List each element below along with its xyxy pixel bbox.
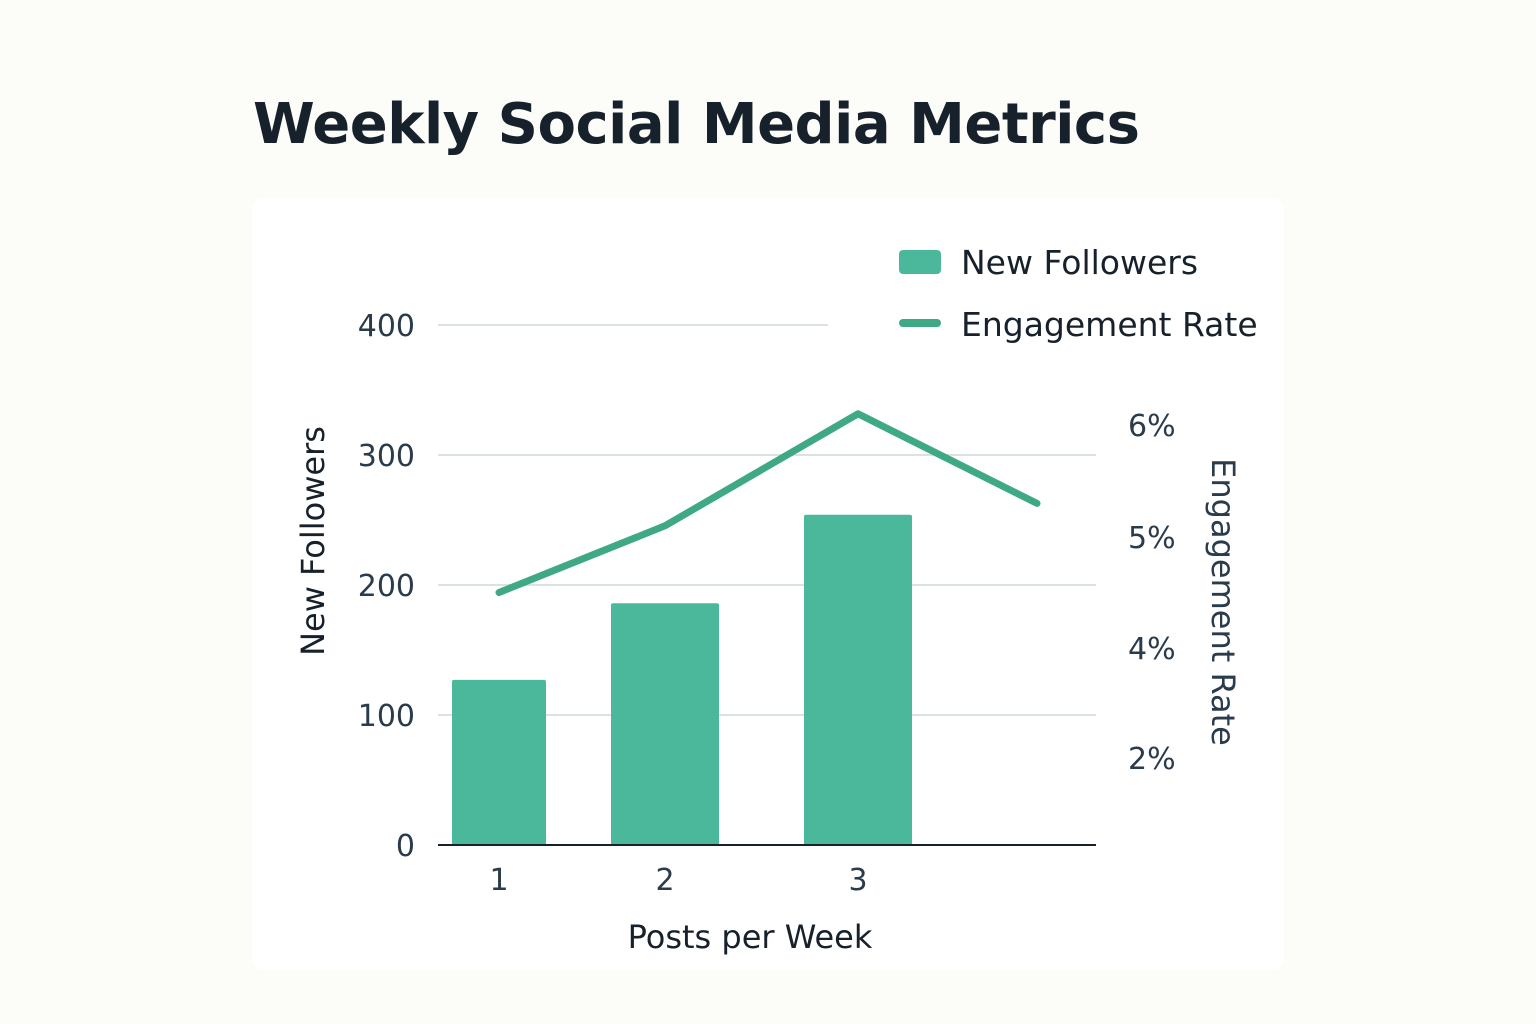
y-tick-right-2: 2% (1128, 742, 1176, 777)
chart-title: Weekly Social Media Metrics (253, 92, 1140, 157)
chart-plot: 0 100 200 300 400 1 2 3 2% 4% 5% 6% New Followers E… (294, 243, 1258, 956)
y-tick-left-200: 200 (358, 569, 415, 604)
engagement-rate-line (495, 410, 1041, 596)
bar-posts-2 (611, 603, 719, 845)
y-tick-right-6: 6% (1128, 409, 1176, 444)
y-tick-right-5: 5% (1128, 521, 1176, 556)
legend-swatch-new-followers (899, 250, 941, 274)
bars (452, 514, 912, 845)
chart-card: 0 100 200 300 400 1 2 3 2% 4% 5% 6% New Followers E… (252, 198, 1284, 970)
y-axis-title-right: Engagement Rate (1204, 458, 1242, 746)
y-tick-left-100: 100 (358, 699, 415, 734)
y-tick-left-300: 300 (358, 439, 415, 474)
x-axis-title: Posts per Week (628, 918, 873, 956)
y-tick-left-0: 0 (396, 829, 415, 864)
legend-label-new-followers: New Followers (961, 243, 1198, 282)
gridlines (438, 324, 1096, 716)
y-tick-left-400: 400 (358, 309, 415, 344)
y-tick-right-4: 4% (1128, 632, 1176, 667)
engagement-line-layer (495, 410, 1041, 596)
legend-label-engagement-rate: Engagement Rate (961, 305, 1258, 344)
y-axis-title-left: New Followers (294, 426, 332, 656)
bar-posts-1 (452, 679, 546, 845)
x-tick-2: 2 (655, 863, 674, 898)
bar-posts-3 (804, 514, 912, 845)
legend: New Followers Engagement Rate (899, 243, 1258, 344)
x-tick-3: 3 (848, 863, 867, 898)
tick-labels: 0 100 200 300 400 1 2 3 2% 4% 5% 6% (358, 309, 1176, 898)
x-tick-1: 1 (489, 863, 508, 898)
